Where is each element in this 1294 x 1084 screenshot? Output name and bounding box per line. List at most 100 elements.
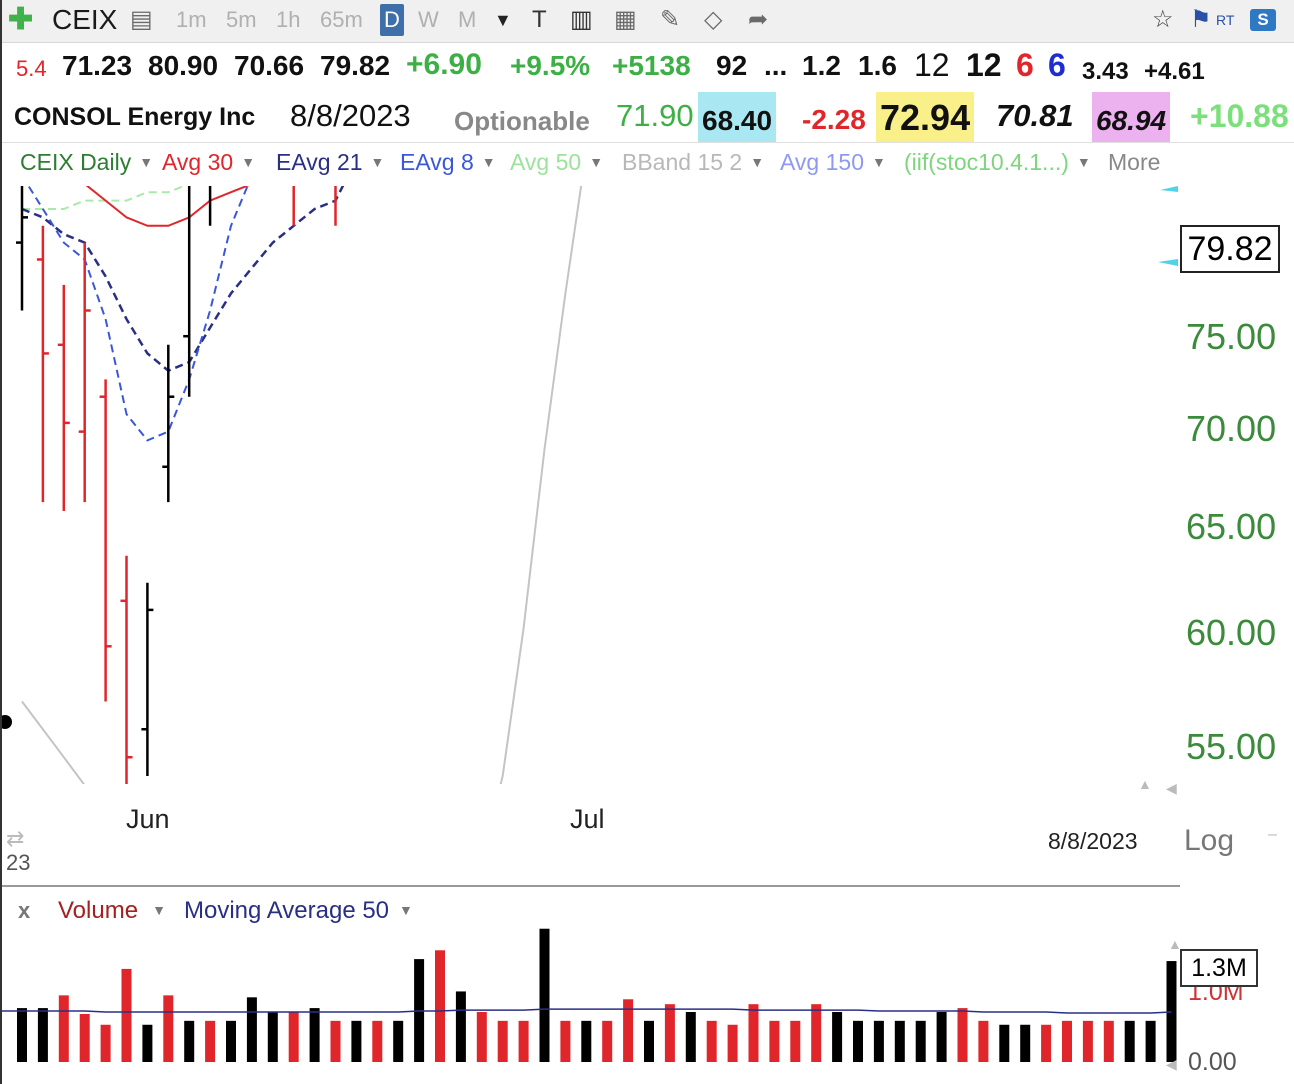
- scroll-left-icon[interactable]: ◀: [1166, 780, 1177, 796]
- quote-val-highlight: 68.94: [1092, 92, 1171, 142]
- volume-bar: [957, 1008, 968, 1062]
- quote-val: +4.61: [1144, 58, 1205, 85]
- series-avg-30: [85, 186, 250, 227]
- realtime-badge: RT: [1216, 12, 1235, 28]
- legend-bband[interactable]: BBand 15 2 ▼: [622, 149, 764, 176]
- volume-bar: [205, 1020, 216, 1062]
- volume-bar: [978, 1020, 989, 1062]
- legend-label: Avg 150: [780, 149, 864, 175]
- chart-toolbar: ✚ CEIX ▤ 1m 5m 1h 65m D W M ▼ T ▥ ▦ ✎ ◇ …: [0, 0, 1294, 43]
- y-tick: 55.00: [1186, 726, 1277, 767]
- axis-marker-icon: [1160, 186, 1178, 192]
- dropdown-icon[interactable]: ▼: [494, 10, 512, 30]
- period-monthly[interactable]: M: [458, 7, 477, 32]
- date-label: 8/8/2023: [1048, 828, 1138, 854]
- price-chart[interactable]: 79.17: [0, 186, 1180, 806]
- series-eavg-8: [27, 186, 249, 442]
- quote-val-highlight: 72.94: [876, 92, 975, 142]
- volume-bar: [581, 1020, 592, 1062]
- ohlc-bar: [334, 186, 337, 226]
- quote-val: 71.90: [616, 98, 694, 133]
- quote-val: 12: [914, 47, 950, 83]
- quote-close: 79.82: [320, 50, 391, 81]
- legend-avg50[interactable]: Avg 50 ▼: [510, 149, 603, 176]
- legend-more[interactable]: More: [1108, 149, 1161, 175]
- star-icon[interactable]: ☆: [1152, 6, 1174, 33]
- legend-volume-ma[interactable]: Moving Average 50 ▼: [184, 897, 413, 925]
- legend-volume[interactable]: Volume ▼: [58, 897, 166, 925]
- scroll-up-icon[interactable]: ▲: [1138, 776, 1152, 792]
- volume-bar: [602, 1020, 613, 1062]
- volume-bar: [518, 1020, 529, 1062]
- volume-bar: [1124, 1020, 1135, 1062]
- swap-arrows-icon[interactable]: ⇄: [6, 826, 25, 851]
- legend-eavg8[interactable]: EAvg 8 ▼: [400, 149, 496, 176]
- left-border: [0, 0, 2, 1084]
- volume-bar: [267, 1012, 278, 1062]
- pencil-icon[interactable]: ✎: [660, 6, 681, 33]
- interval-1h[interactable]: 1h: [276, 7, 301, 32]
- volume-bar: [497, 1020, 508, 1062]
- legend-label: CEIX Daily: [20, 149, 132, 175]
- volume-bar: [769, 1020, 780, 1062]
- text-icon[interactable]: T: [532, 6, 547, 33]
- scroll-left-icon[interactable]: ◀: [1166, 1056, 1177, 1072]
- period-weekly[interactable]: W: [418, 7, 439, 32]
- interval-1m[interactable]: 1m: [176, 7, 207, 32]
- quote-low: 70.66: [234, 50, 305, 81]
- ohlc-bar: [57, 284, 70, 512]
- quote-val: +10.88: [1190, 98, 1289, 134]
- volume-bar: [894, 1020, 905, 1062]
- legend-label: Avg 50: [510, 149, 582, 175]
- minimize-icon[interactable]: ‒: [1268, 826, 1277, 843]
- company-name: CONSOL Energy Inc: [14, 103, 256, 131]
- legend-label: Moving Average 50: [184, 897, 390, 924]
- eraser-icon[interactable]: ◇: [704, 6, 723, 33]
- volume-bar: [226, 1020, 236, 1062]
- ohlc-bar: [292, 186, 295, 226]
- volume-bar: [351, 1020, 362, 1062]
- grid-icon[interactable]: ▦: [614, 6, 637, 33]
- legend-label: Volume: [58, 897, 139, 924]
- legend-iif-stoc[interactable]: (iif(stoc10.4.1...) ▼: [904, 149, 1091, 176]
- close-volume-pane[interactable]: x: [18, 898, 31, 923]
- legend-avg30[interactable]: Avg 30 ▼: [162, 149, 255, 176]
- log-scale-toggle[interactable]: Log: [1184, 824, 1235, 857]
- volume-bar: [100, 1024, 111, 1062]
- interval-5m[interactable]: 5m: [226, 7, 257, 32]
- ohlc-bar: [16, 186, 28, 311]
- interval-65m[interactable]: 65m: [320, 7, 363, 32]
- volume-bar: [560, 1020, 571, 1062]
- chevron-down-icon: ▼: [241, 154, 256, 170]
- legend-ceix-daily[interactable]: CEIX Daily ▼: [20, 149, 153, 176]
- volume-bar: [184, 1020, 195, 1062]
- legend-eavg21[interactable]: EAvg 21 ▼: [276, 149, 384, 176]
- chevron-down-icon: ▼: [1076, 154, 1091, 170]
- ohlc-bar: [208, 186, 212, 226]
- flag-icon[interactable]: ⚑: [1190, 6, 1212, 33]
- series-avg-50: [22, 186, 187, 210]
- scroll-up-icon[interactable]: ▲: [1168, 936, 1182, 952]
- volume-bar: [1103, 1020, 1114, 1062]
- share-icon[interactable]: ➦: [748, 6, 769, 33]
- bar-chart-icon[interactable]: ▥: [570, 6, 593, 33]
- ohlc-bar: [99, 379, 112, 702]
- add-plus-icon[interactable]: ✚: [8, 3, 34, 36]
- volume-bar: [1166, 961, 1177, 1062]
- volume-ma-line: [0, 1008, 1172, 1014]
- quote-val: ...: [764, 50, 788, 81]
- volume-bar: [309, 1008, 320, 1062]
- s-badge[interactable]: S: [1250, 9, 1276, 31]
- print-icon[interactable]: ▤: [130, 6, 153, 33]
- x-tick: Jun: [126, 804, 170, 834]
- volume-bar: [790, 1020, 801, 1062]
- legend-label: EAvg 8: [400, 149, 474, 175]
- volume-bar: [623, 999, 634, 1062]
- volume-chart[interactable]: [0, 920, 1180, 1066]
- symbol-field[interactable]: CEIX: [52, 4, 118, 35]
- volume-bar: [455, 991, 466, 1062]
- period-daily[interactable]: D: [380, 4, 404, 36]
- legend-avg150[interactable]: Avg 150 ▼: [780, 149, 886, 176]
- volume-bar: [748, 1004, 759, 1062]
- volume-bar: [727, 1024, 738, 1062]
